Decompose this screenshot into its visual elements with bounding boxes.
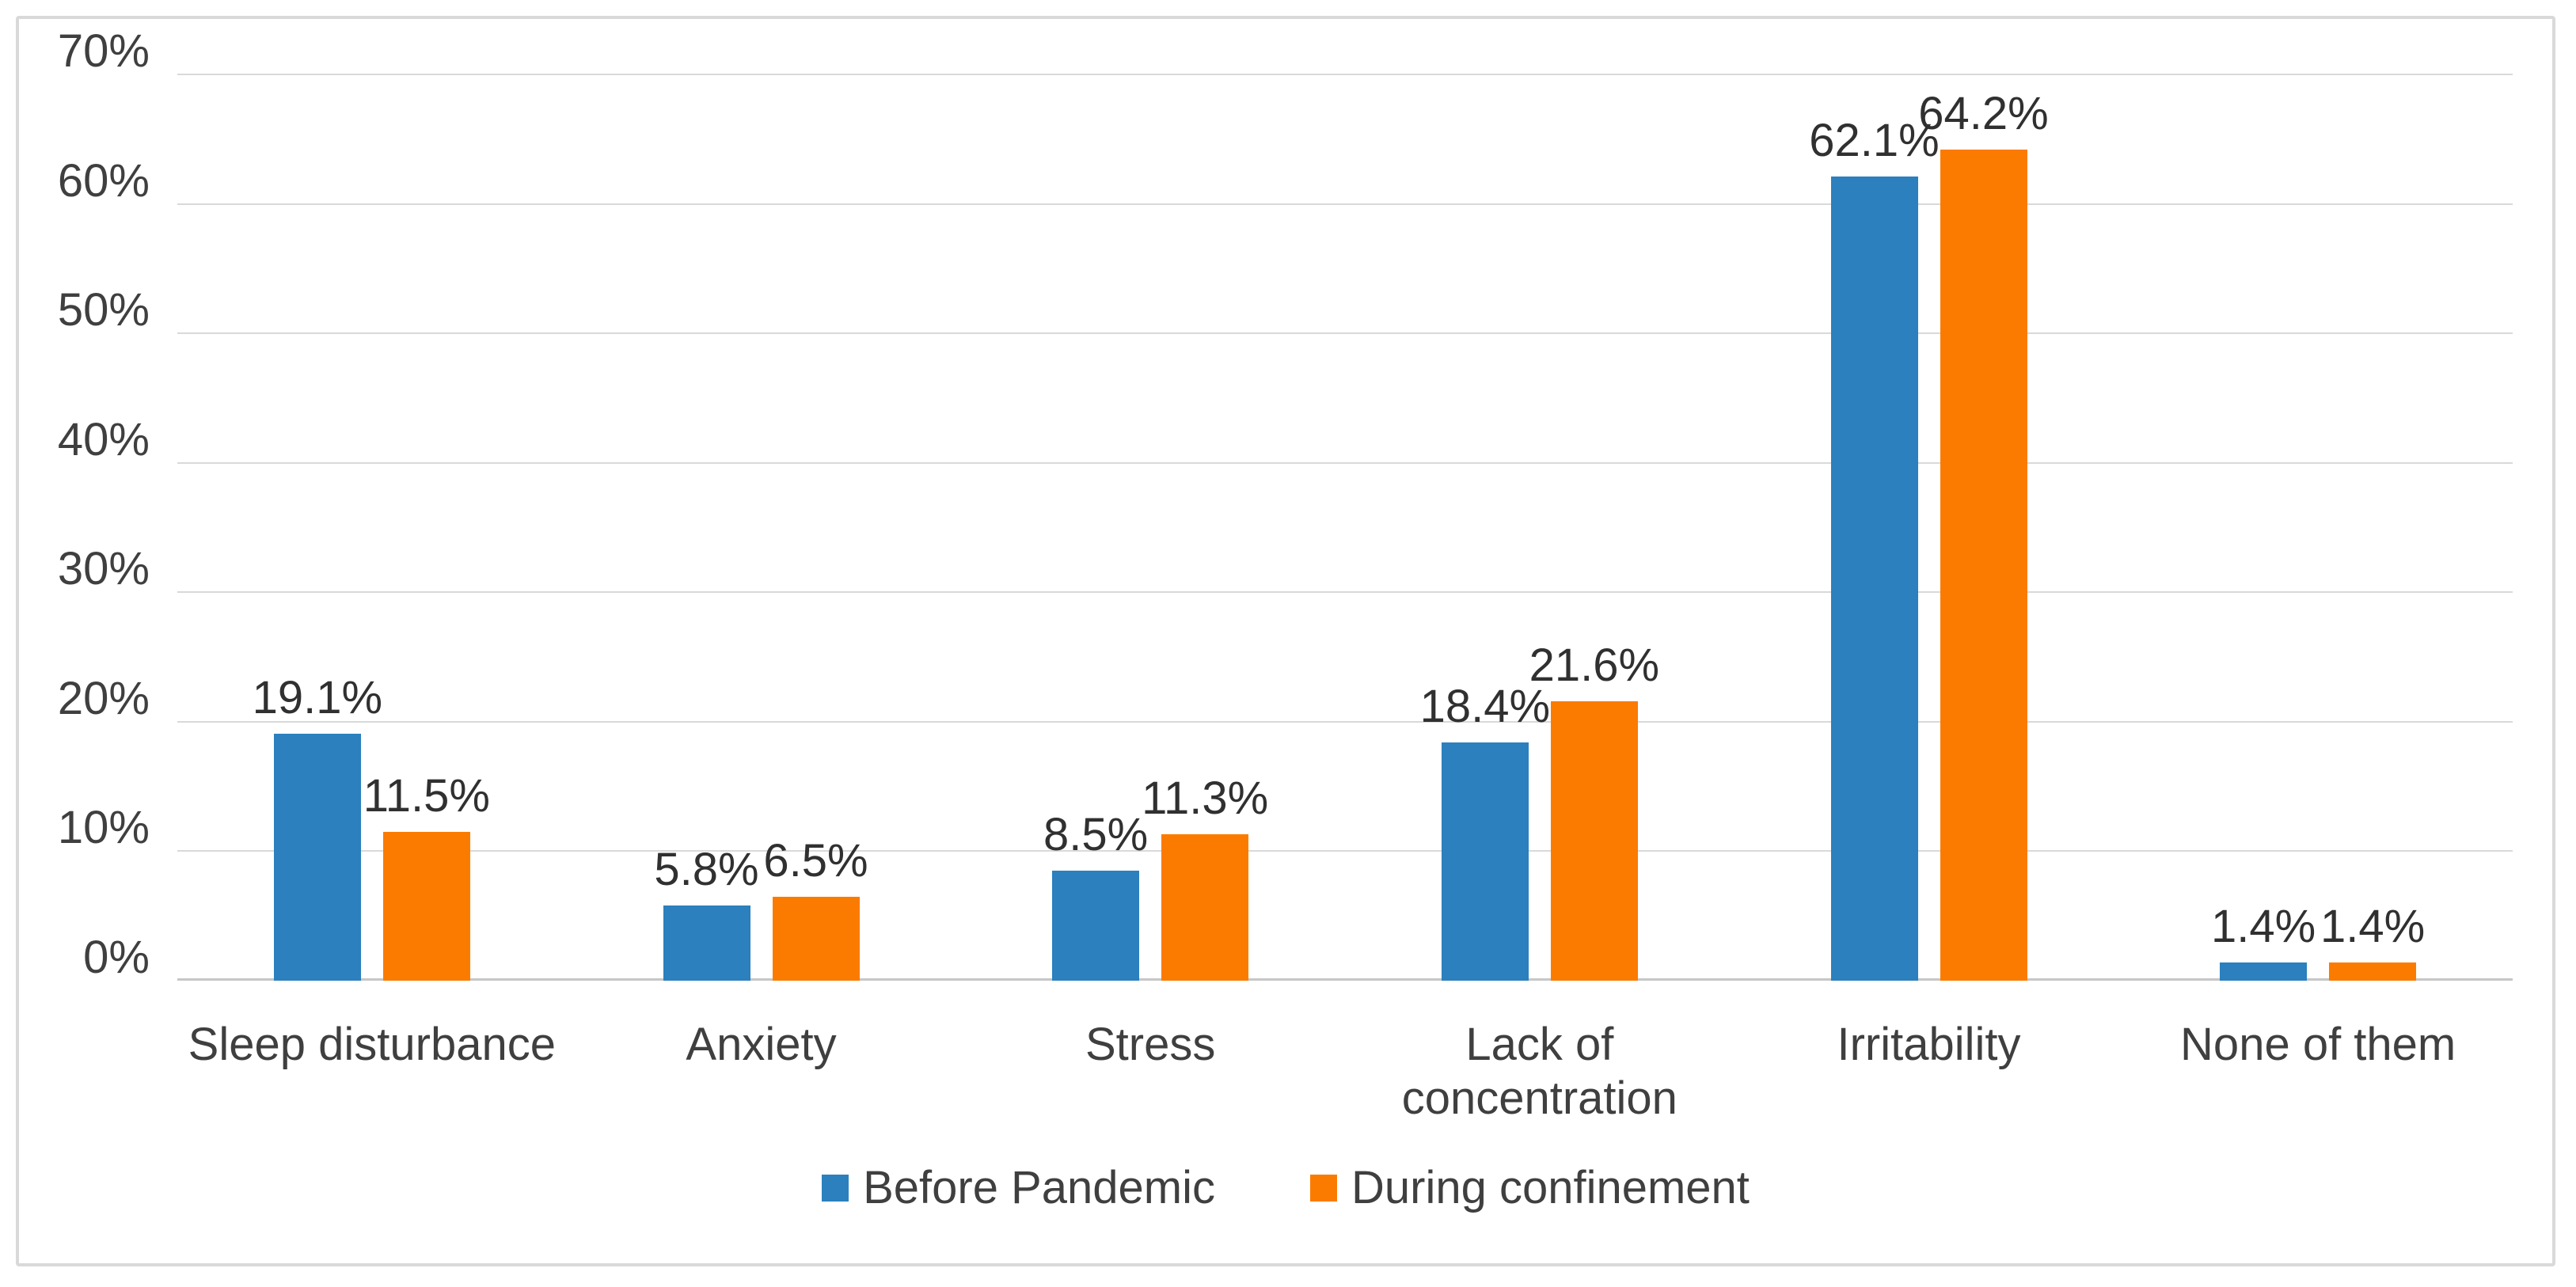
gridline-60%: [177, 203, 2513, 205]
bar-value-label: 11.5%: [363, 769, 490, 822]
gridline-40%: [177, 461, 2513, 464]
category-label-sleep-disturbance: Sleep disturbance: [188, 1019, 556, 1070]
legend-item-during-confinement: During confinement: [1309, 1162, 1750, 1213]
legend-label: Before Pandemic: [863, 1162, 1215, 1213]
x-axis-line: [177, 978, 2513, 981]
bar-during-confinement-none-of-them: [2329, 962, 2417, 981]
chart-frame: 0% 10% 20% 30% 40% 50% 60% 70% 19.1% 11.5% 5.8% 6.5…: [16, 16, 2555, 1266]
bar-before-pandemic-none-of-them: [2220, 962, 2308, 981]
y-axis-tick-label: 70%: [57, 25, 150, 77]
bar-before-pandemic-anxiety: [663, 905, 750, 981]
legend-swatch-icon: [822, 1175, 849, 1202]
y-axis-tick-label: 30%: [57, 543, 150, 595]
gridline-50%: [177, 332, 2513, 335]
legend: Before Pandemic During confinement: [19, 1165, 2552, 1211]
y-axis-tick-label: 20%: [57, 672, 150, 724]
category-label-none-of-them: None of them: [2180, 1019, 2456, 1070]
bar-during-confinement-stress: [1161, 834, 1249, 981]
bar-value-label: 6.5%: [763, 834, 868, 886]
bar-before-pandemic-stress: [1052, 870, 1140, 981]
bar-before-pandemic-lack-of-concentration: [1441, 742, 1529, 981]
bar-during-confinement-lack-of-concentration: [1550, 700, 1638, 981]
gridline-30%: [177, 591, 2513, 594]
bar-value-label: 62.1%: [1809, 115, 1940, 167]
bar-value-label: 5.8%: [654, 844, 759, 896]
bar-before-pandemic-sleep-disturbance: [273, 733, 361, 981]
bar-during-confinement-anxiety: [772, 896, 860, 981]
legend-label: During confinement: [1351, 1162, 1750, 1213]
y-axis-tick-label: 50%: [57, 284, 150, 336]
y-axis-tick-label: 60%: [57, 154, 150, 207]
y-axis-tick-label: 40%: [57, 413, 150, 465]
category-label-anxiety: Anxiety: [686, 1019, 837, 1070]
category-label-lack-of-concentration: Lack of concentration: [1401, 1019, 1677, 1125]
legend-swatch-icon: [1309, 1175, 1337, 1202]
bar-value-label: 18.4%: [1419, 681, 1551, 733]
bar-during-confinement-sleep-disturbance: [382, 831, 470, 981]
bar-value-label: 19.1%: [252, 671, 383, 723]
y-axis-tick-label: 0%: [83, 932, 150, 983]
plot-area: 0% 10% 20% 30% 40% 50% 60% 70% 19.1% 11.5% 5.8% 6.5…: [58, 28, 2513, 981]
bar-value-label: 11.3%: [1142, 773, 1269, 825]
category-label-irritability: Irritability: [1837, 1019, 2021, 1070]
bar-during-confinement-irritability: [1940, 149, 2027, 981]
bar-value-label: 1.4%: [2211, 901, 2316, 953]
gridline-70%: [177, 74, 2513, 75]
gridline-10%: [177, 850, 2513, 852]
legend-item-before-pandemic: Before Pandemic: [822, 1165, 1215, 1211]
bar-value-label: 64.2%: [1918, 87, 2049, 139]
gridline-20%: [177, 720, 2513, 723]
y-axis-tick-label: 10%: [57, 802, 150, 854]
bar-value-label: 8.5%: [1043, 808, 1149, 860]
bar-before-pandemic-irritability: [1830, 177, 1918, 981]
category-label-stress: Stress: [1085, 1019, 1216, 1070]
bar-value-label: 21.6%: [1529, 639, 1660, 691]
bar-value-label: 1.4%: [2320, 901, 2426, 953]
